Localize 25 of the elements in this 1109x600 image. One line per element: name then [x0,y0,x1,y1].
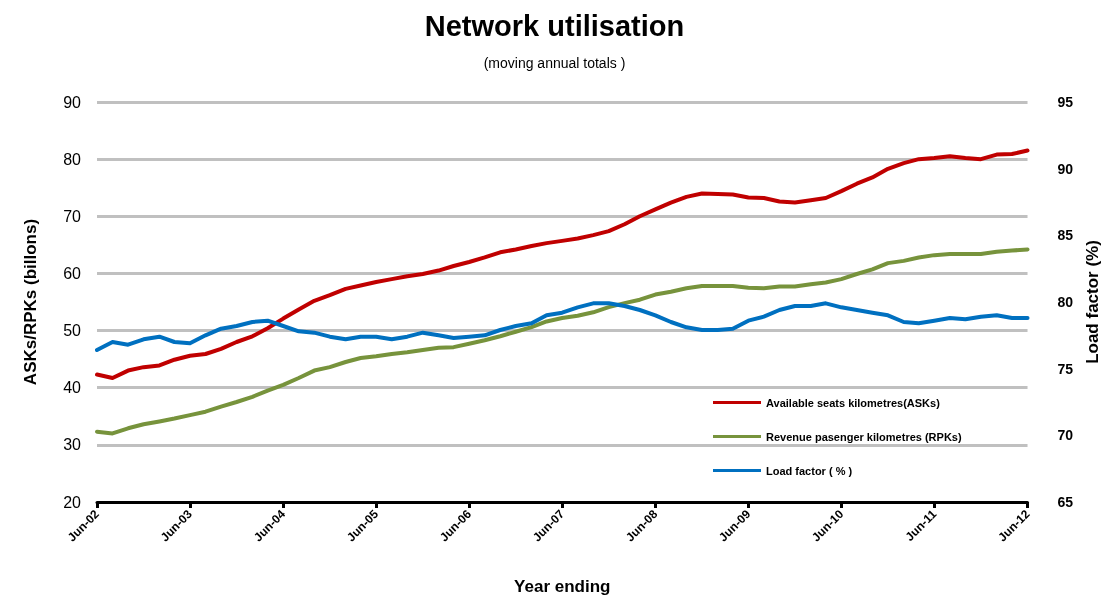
y-tick-label: 50 [63,322,82,340]
y2-tick-label: 75 [1057,360,1074,377]
y-tick-label: 20 [63,493,82,511]
y2-tick-label: 90 [1057,160,1074,177]
chart-subtitle: (moving annual totals ) [483,55,626,71]
y-tick-label: 60 [63,264,82,282]
y-tick-label: 30 [63,436,82,454]
y2-tick-label: 85 [1057,227,1074,244]
y-tick-label: 70 [63,207,82,225]
y2-tick-label: 65 [1057,494,1074,510]
chart-title: Network utilisation [424,9,685,42]
y-tick-label: 90 [63,93,82,111]
line-series [95,301,1030,352]
legend-label: Revenue pasenger kilometres (RPKs) [766,430,962,443]
line-series [95,148,1030,380]
legend-label: Load factor ( % ) [766,464,853,477]
legend-label: Available seats kilometres(ASKs) [766,396,941,409]
y-tick-label: 40 [63,379,82,397]
y2-axis-title: Load factor (%) [1083,240,1102,364]
y2-tick-label: 70 [1057,427,1074,444]
x-axis-title: Year ending [514,577,611,596]
y-axis-title: ASKs/RPKs (billons) [21,218,40,386]
y2-tick-label: 80 [1057,294,1074,310]
y-tick-label: 80 [63,150,82,168]
y2-tick-label: 95 [1057,94,1074,110]
